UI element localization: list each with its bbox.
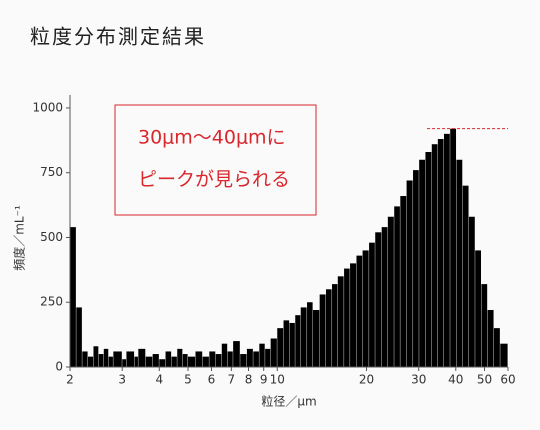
annotation-box xyxy=(114,104,317,216)
bar xyxy=(456,159,463,367)
x-tick-label: 4 xyxy=(155,373,163,387)
bar xyxy=(443,133,450,367)
bar xyxy=(283,320,290,367)
bar xyxy=(227,351,233,367)
bar xyxy=(98,354,104,367)
bar xyxy=(425,151,432,367)
bar xyxy=(313,310,320,367)
bar xyxy=(70,227,76,367)
annotation-text: ピークが見られる xyxy=(138,169,290,191)
x-tick-label: 30 xyxy=(411,373,426,387)
x-axis-label: 粒径／μm xyxy=(261,394,316,409)
bar xyxy=(400,196,407,367)
bar xyxy=(246,348,253,367)
x-tick-label: 60 xyxy=(500,373,515,387)
bar xyxy=(134,356,138,367)
bar xyxy=(221,343,228,367)
bar xyxy=(113,351,122,367)
bar xyxy=(487,310,494,367)
bar xyxy=(431,144,438,367)
bar xyxy=(394,206,400,367)
bar xyxy=(103,348,109,367)
annotation-text: 30μm〜40μmに xyxy=(138,127,286,149)
bar xyxy=(332,284,338,367)
bar xyxy=(319,294,326,367)
x-tick-label: 50 xyxy=(477,373,492,387)
bar xyxy=(233,341,240,367)
bar xyxy=(93,346,99,367)
bar xyxy=(289,322,295,367)
x-tick-label: 40 xyxy=(448,373,463,387)
x-tick-label: 9 xyxy=(260,373,268,387)
bar xyxy=(82,351,88,367)
bar xyxy=(259,343,265,367)
bar xyxy=(209,351,216,367)
bar xyxy=(350,263,357,367)
bar xyxy=(362,250,369,367)
bar xyxy=(375,232,382,367)
bar xyxy=(437,139,444,367)
x-tick-label: 7 xyxy=(228,373,236,387)
bar xyxy=(500,343,508,367)
bar xyxy=(138,348,146,367)
y-tick-label: 0 xyxy=(55,360,63,374)
bar xyxy=(493,328,500,367)
bar xyxy=(387,216,394,367)
bar xyxy=(108,356,113,367)
bar xyxy=(344,268,350,367)
bar xyxy=(419,159,426,367)
bar xyxy=(381,227,388,367)
bar xyxy=(253,351,259,367)
bar xyxy=(356,255,363,367)
bar xyxy=(171,356,177,367)
x-tick-label: 3 xyxy=(118,373,126,387)
bar xyxy=(406,180,413,367)
bar xyxy=(481,284,488,367)
bar xyxy=(87,356,94,367)
x-tick-label: 8 xyxy=(245,373,253,387)
bar xyxy=(468,216,475,367)
bar xyxy=(187,356,196,367)
bar xyxy=(76,307,82,367)
x-tick-label: 20 xyxy=(359,373,374,387)
chart-title: 粒度分布測定結果 xyxy=(30,25,206,49)
y-axis-label: 頻度／mL⁻¹ xyxy=(12,205,27,271)
bar xyxy=(265,348,271,367)
bar xyxy=(159,359,166,367)
bar xyxy=(450,128,457,367)
bar xyxy=(145,356,153,367)
x-tick-label: 5 xyxy=(184,373,192,387)
x-tick-label: 6 xyxy=(208,373,216,387)
y-tick-label: 750 xyxy=(40,165,63,179)
bar xyxy=(240,354,247,367)
y-tick-label: 1000 xyxy=(32,100,63,114)
bar xyxy=(270,338,277,367)
bar xyxy=(165,351,172,367)
bar xyxy=(122,359,127,367)
y-tick-label: 500 xyxy=(40,230,63,244)
bar xyxy=(295,315,301,367)
bar xyxy=(475,250,481,367)
x-tick-label: 2 xyxy=(66,373,74,387)
bar xyxy=(277,328,284,367)
bar xyxy=(462,185,469,367)
bar xyxy=(300,307,307,367)
bar xyxy=(413,170,419,367)
bar xyxy=(126,351,135,367)
bar xyxy=(337,276,344,367)
bar xyxy=(152,354,159,367)
bar xyxy=(325,289,332,367)
x-tick-label: 10 xyxy=(270,373,285,387)
bar xyxy=(195,351,203,367)
bar xyxy=(177,348,183,367)
bar xyxy=(182,354,188,367)
y-tick-label: 250 xyxy=(40,295,63,309)
bar xyxy=(202,356,209,367)
bar xyxy=(307,302,313,367)
bar xyxy=(215,354,222,367)
bar xyxy=(369,242,375,367)
